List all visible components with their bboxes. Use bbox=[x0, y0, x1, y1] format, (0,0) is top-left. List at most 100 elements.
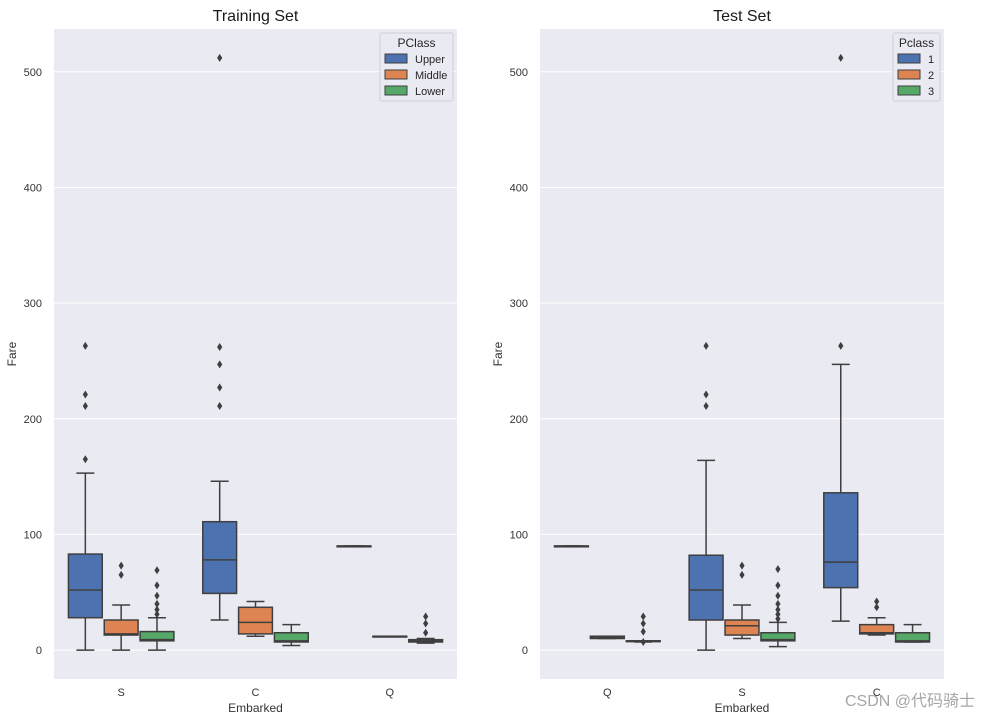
outlier-point bbox=[775, 614, 781, 623]
outlier-point bbox=[82, 341, 88, 350]
y-tick-label: 500 bbox=[510, 67, 528, 79]
outlier-point bbox=[775, 581, 781, 590]
x-tick-label: Q bbox=[603, 687, 612, 699]
outlier-point bbox=[217, 402, 223, 411]
test-set-subplot: 0 100 200 300 400 500 Q S C Test Set Embarked Fare P… bbox=[491, 8, 944, 715]
box-upper-s bbox=[67, 341, 104, 651]
outlier-point bbox=[118, 570, 124, 579]
outlier-point bbox=[154, 605, 160, 614]
outlier-point bbox=[118, 561, 124, 570]
outlier-point bbox=[154, 581, 160, 590]
y-tick-label: 400 bbox=[510, 182, 528, 194]
chart-title: Test Set bbox=[713, 8, 771, 25]
box-iqr bbox=[237, 606, 274, 635]
outlier-point bbox=[154, 610, 160, 619]
box-iqr bbox=[67, 553, 104, 619]
outlier-point bbox=[838, 53, 844, 62]
legend-label: 3 bbox=[928, 86, 934, 98]
legend-label: Upper bbox=[415, 54, 445, 66]
x-tick-label: C bbox=[252, 687, 260, 699]
box-middle-s bbox=[103, 561, 139, 651]
box-iqr bbox=[823, 492, 859, 589]
outlier-point bbox=[739, 570, 745, 579]
legend-swatch bbox=[897, 53, 921, 64]
box-1-q bbox=[553, 545, 590, 548]
y-tick-label: 0 bbox=[36, 645, 42, 657]
outlier-point bbox=[640, 637, 646, 646]
legend-swatch bbox=[384, 69, 408, 80]
outlier-point bbox=[217, 343, 223, 352]
outlier-point bbox=[82, 455, 88, 464]
outlier-point bbox=[874, 603, 880, 612]
legend-swatch bbox=[897, 69, 921, 80]
box-lower-c bbox=[273, 623, 309, 647]
y-axis-label: Fare bbox=[5, 341, 19, 366]
box-iqr bbox=[202, 520, 238, 595]
outlier-point bbox=[82, 390, 88, 399]
legend-swatch bbox=[384, 85, 408, 96]
legend-label: 1 bbox=[928, 54, 934, 66]
legend-frame bbox=[379, 32, 454, 102]
box-upper-q bbox=[336, 545, 372, 548]
outlier-point bbox=[423, 612, 429, 621]
legend-swatch bbox=[897, 85, 921, 96]
outlier-point bbox=[775, 610, 781, 619]
legend-label: Middle bbox=[415, 70, 447, 82]
y-tick-label: 400 bbox=[24, 182, 42, 194]
legend-title: PClass bbox=[397, 36, 435, 50]
box-3-q bbox=[625, 612, 661, 646]
outlier-point bbox=[703, 402, 709, 411]
box-iqr bbox=[103, 619, 139, 636]
legend: PClass Upper Middle Lower bbox=[379, 32, 454, 102]
box-lower-s bbox=[139, 566, 175, 651]
legend-frame bbox=[892, 32, 941, 102]
outlier-point bbox=[739, 561, 745, 570]
outlier-point bbox=[775, 565, 781, 574]
box-2-q bbox=[589, 635, 626, 640]
outlier-point bbox=[775, 599, 781, 608]
box-1-c bbox=[823, 53, 859, 622]
box-3-s bbox=[760, 565, 796, 648]
outlier-point bbox=[154, 599, 160, 608]
outlier-point bbox=[154, 591, 160, 600]
outlier-point bbox=[423, 628, 429, 637]
box-iqr bbox=[894, 631, 931, 643]
legend-label: 2 bbox=[928, 70, 934, 82]
legend-title: Pclass bbox=[899, 36, 934, 50]
outlier-point bbox=[838, 341, 844, 350]
x-axis-label: Embarked bbox=[228, 701, 283, 715]
plot-background bbox=[540, 29, 944, 679]
chart-title: Training Set bbox=[213, 8, 299, 25]
outlier-point bbox=[217, 360, 223, 369]
legend: Pclass 1 2 3 bbox=[892, 32, 941, 102]
training-set-subplot: 0 100 200 300 400 500 S C Q Training Set Embarked F… bbox=[5, 8, 457, 715]
outlier-point bbox=[640, 619, 646, 628]
box-iqr bbox=[273, 631, 309, 643]
box-upper-c bbox=[202, 53, 238, 621]
box-iqr bbox=[760, 631, 796, 642]
y-tick-label: 300 bbox=[510, 298, 528, 310]
box-2-s bbox=[724, 561, 760, 640]
box-iqr bbox=[688, 554, 724, 621]
y-tick-label: 200 bbox=[510, 414, 528, 426]
legend-label: Lower bbox=[415, 86, 445, 98]
legend-swatch bbox=[384, 53, 408, 64]
box-middle-c bbox=[237, 600, 274, 637]
outlier-point bbox=[217, 53, 223, 62]
x-tick-label: S bbox=[117, 687, 124, 699]
box-iqr bbox=[724, 619, 760, 636]
x-tick-label: C bbox=[873, 687, 881, 699]
box-1-s bbox=[688, 341, 724, 651]
outlier-point bbox=[703, 390, 709, 399]
outlier-point bbox=[423, 619, 429, 628]
box-iqr bbox=[858, 623, 895, 635]
outlier-point bbox=[874, 597, 880, 606]
outlier-point bbox=[703, 341, 709, 350]
box-middle-q bbox=[372, 635, 408, 638]
box-2-c bbox=[858, 597, 895, 636]
y-tick-label: 500 bbox=[24, 67, 42, 79]
outlier-point bbox=[640, 612, 646, 621]
box-iqr bbox=[139, 630, 175, 642]
outlier-point bbox=[640, 627, 646, 636]
